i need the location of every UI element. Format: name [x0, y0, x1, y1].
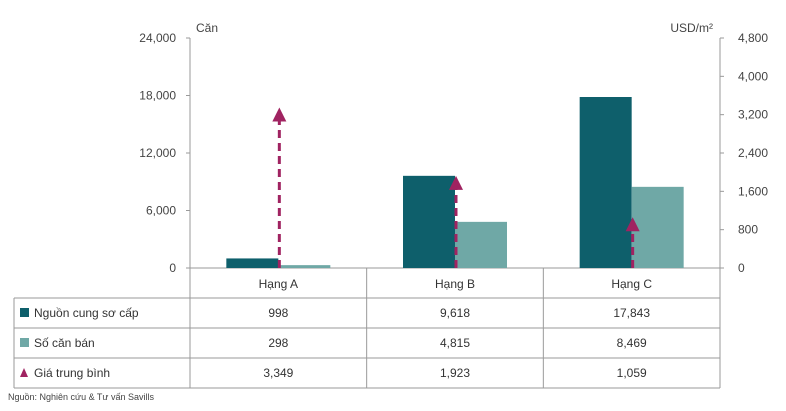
bar [403, 175, 455, 268]
left-tick-label: 0 [169, 261, 176, 275]
right-tick-label: 3,200 [738, 108, 768, 122]
left-tick-label: 12,000 [139, 146, 176, 160]
legend-label: Số căn bán [34, 336, 95, 350]
bar [579, 97, 632, 269]
legend-label: Giá trung bình [34, 366, 110, 380]
price-arrow-head [625, 217, 640, 232]
bar [226, 258, 279, 268]
legend-label: Nguồn cung sơ cấp [34, 306, 139, 320]
bar [631, 186, 684, 268]
table-cell-value: 1,059 [617, 366, 647, 380]
left-axis-title: Căn [196, 21, 218, 35]
table-cell-value: 17,843 [613, 306, 650, 320]
bar [278, 265, 331, 268]
bar-marks [226, 97, 684, 269]
category-label: Hạng C [611, 277, 652, 291]
left-tick-label: 24,000 [139, 31, 176, 45]
legend-swatch [20, 338, 29, 347]
data-table: Hạng A Hạng B Hạng C Nguồn cung sơ cấp 998 9,… [13, 268, 721, 389]
table-cell-value: 998 [268, 306, 288, 320]
legend-swatch [20, 308, 29, 317]
bar [455, 221, 507, 268]
right-tick-label: 1,600 [738, 184, 768, 198]
table-cell-value: 4,815 [440, 336, 470, 350]
price-arrow-marks [272, 107, 640, 268]
category-label: Hạng A [259, 277, 298, 291]
source-note: Nguồn: Nghiên cứu & Tư vấn Savills [8, 392, 154, 402]
table-cell-value: 3,349 [263, 366, 293, 380]
category-label: Hạng B [435, 277, 475, 291]
right-axis-ticks: 0 800 1,600 2,400 3,200 4,000 4,800 [720, 31, 768, 275]
legend-triangle-icon [20, 368, 28, 377]
right-tick-label: 2,400 [738, 146, 768, 160]
right-tick-label: 4,800 [738, 31, 768, 45]
left-tick-label: 18,000 [139, 89, 176, 103]
left-tick-label: 6,000 [146, 204, 176, 218]
table-cell-value: 8,469 [617, 336, 647, 350]
table-cell-value: 1,923 [440, 366, 470, 380]
right-tick-label: 800 [738, 223, 758, 237]
left-axis-ticks: 0 6,000 12,000 18,000 24,000 [139, 31, 190, 275]
right-axis-title: USD/m² [670, 21, 713, 35]
price-arrow-head [449, 175, 463, 190]
price-arrow-head [272, 107, 287, 122]
right-tick-label: 4,000 [738, 69, 768, 83]
table-cell-value: 9,618 [440, 306, 470, 320]
table-cell-value: 298 [268, 336, 288, 350]
right-tick-label: 0 [738, 261, 745, 275]
